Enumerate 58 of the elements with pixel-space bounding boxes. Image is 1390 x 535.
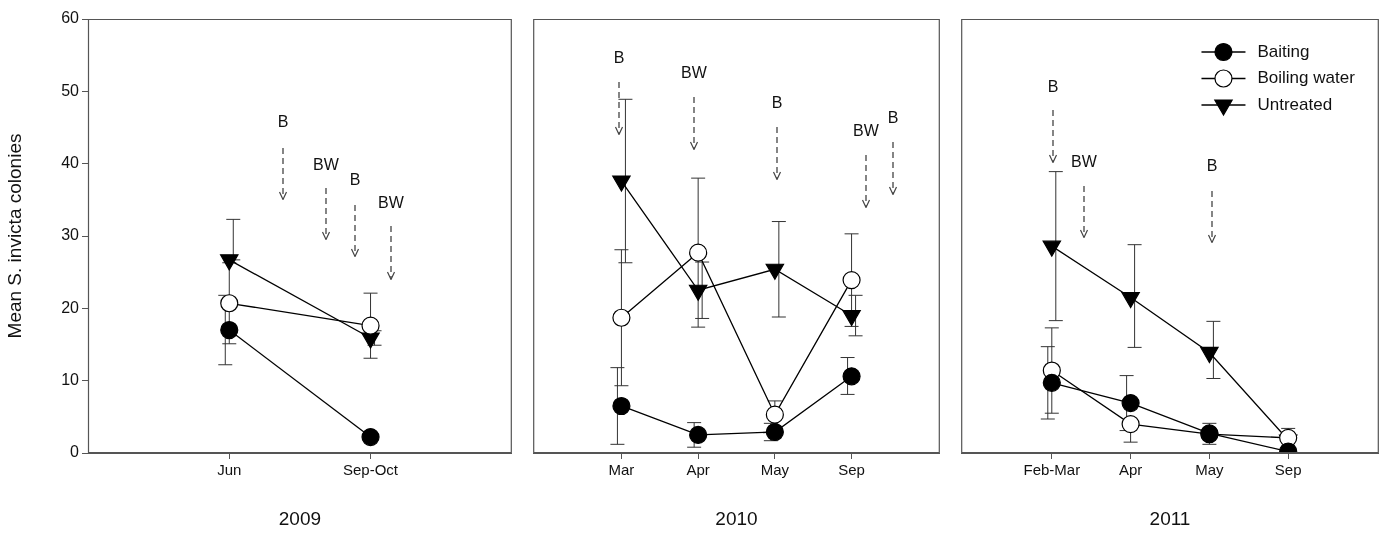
y-tick-label: 10 <box>61 371 80 389</box>
point <box>1200 346 1219 364</box>
x-tick-label: Jun <box>217 461 242 479</box>
annotation: B <box>349 171 361 189</box>
x-tick-label: May <box>1195 461 1225 479</box>
annotation: BW <box>378 194 404 212</box>
point <box>688 284 708 301</box>
point <box>361 316 380 335</box>
annotation: B <box>771 94 783 112</box>
y-tick-label: 0 <box>70 443 80 461</box>
point <box>842 367 861 386</box>
annotation: BW <box>313 156 339 174</box>
annotation: BW <box>1071 153 1097 171</box>
y-tick-label: 50 <box>61 81 80 99</box>
point <box>765 422 784 442</box>
x-tick-label: Apr <box>1118 461 1143 479</box>
x-tick-label: Sep-Oct <box>343 461 399 479</box>
point <box>220 320 239 340</box>
point <box>1121 414 1140 434</box>
x-tick-label: May <box>760 461 790 479</box>
x-axis-title: 2009 <box>278 507 322 529</box>
annotation: B <box>887 109 899 127</box>
annotation: B <box>277 113 289 131</box>
legend-label: Untreated <box>1257 94 1333 114</box>
point <box>1042 373 1061 392</box>
x-tick-label: Mar <box>608 461 635 479</box>
annotation: B <box>1206 157 1218 175</box>
point <box>842 309 861 327</box>
point <box>1042 240 1062 257</box>
annotation: BW <box>681 64 707 82</box>
x-tick-label: Sep <box>838 461 865 479</box>
x-tick-label: Apr <box>686 461 710 479</box>
point <box>842 271 861 290</box>
x-tick-label: Sep <box>1274 461 1302 479</box>
y-tick-label: 40 <box>61 154 80 172</box>
point <box>689 425 708 445</box>
point <box>1121 291 1140 309</box>
point <box>612 396 631 416</box>
point <box>361 427 380 447</box>
legend-label: Baiting <box>1257 41 1310 61</box>
point <box>612 175 631 192</box>
y-axis-title: Mean S. invicta colonies <box>3 133 25 339</box>
annotation: B <box>1047 78 1059 96</box>
point <box>765 405 784 424</box>
x-axis-title: 2011 <box>1149 507 1191 529</box>
annotation: B <box>613 49 625 67</box>
point <box>765 263 785 280</box>
point <box>220 294 239 313</box>
annotation: BW <box>853 122 879 140</box>
y-tick-label: 30 <box>61 226 80 244</box>
y-tick-label: 20 <box>61 298 80 316</box>
x-tick-label: Feb-Mar <box>1023 461 1081 479</box>
legend-label: Boiling water <box>1257 68 1356 88</box>
point <box>1121 393 1140 413</box>
y-tick-label: 60 <box>61 9 80 27</box>
point <box>689 243 708 262</box>
x-axis-title: 2010 <box>715 507 758 529</box>
point <box>612 308 631 327</box>
